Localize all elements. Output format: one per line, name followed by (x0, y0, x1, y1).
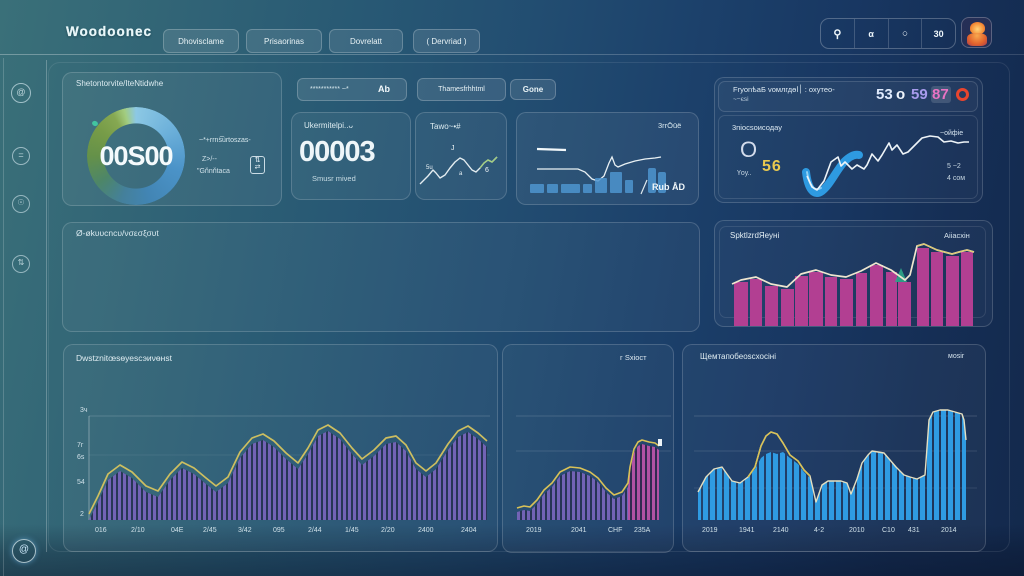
svg-text:2/45: 2/45 (203, 527, 217, 534)
svg-text:2140: 2140 (773, 527, 789, 534)
svg-text:2/44: 2/44 (308, 527, 322, 534)
svg-text:7г: 7г (77, 442, 84, 449)
svg-text:2: 2 (80, 511, 84, 518)
svg-text:J: J (451, 145, 455, 152)
svg-text:Rub ÅD: Rub ÅD (652, 182, 685, 192)
svg-text:2/10: 2/10 (131, 527, 145, 534)
svg-text:3/42: 3/42 (238, 527, 252, 534)
svg-text:5u: 5u (426, 165, 433, 171)
svg-text:54: 54 (77, 479, 85, 486)
svg-text:3ч: 3ч (80, 407, 88, 414)
svg-text:2/20: 2/20 (381, 527, 395, 534)
svg-text:1/45: 1/45 (345, 527, 359, 534)
svg-text:2400: 2400 (418, 527, 434, 534)
svg-text:016: 016 (95, 527, 107, 534)
svg-text:6ѕ: 6ѕ (77, 454, 85, 461)
svg-text:235A: 235A (634, 527, 651, 534)
svg-text:2019: 2019 (526, 527, 542, 534)
svg-text:2041: 2041 (571, 527, 587, 534)
svg-text:1941: 1941 (739, 527, 755, 534)
svg-text:431: 431 (908, 527, 920, 534)
svg-text:2019: 2019 (702, 527, 718, 534)
svg-text:04E: 04E (171, 527, 184, 534)
svg-text:a: a (459, 171, 463, 177)
svg-text:С10: С10 (882, 527, 895, 534)
svg-text:2010: 2010 (849, 527, 865, 534)
svg-text:CHF: CHF (608, 527, 622, 534)
svg-text:6: 6 (485, 167, 489, 174)
svg-text:095: 095 (273, 527, 285, 534)
svg-text:2404: 2404 (461, 527, 477, 534)
svg-text:4-2: 4-2 (814, 527, 824, 534)
svg-text:2014: 2014 (941, 527, 957, 534)
